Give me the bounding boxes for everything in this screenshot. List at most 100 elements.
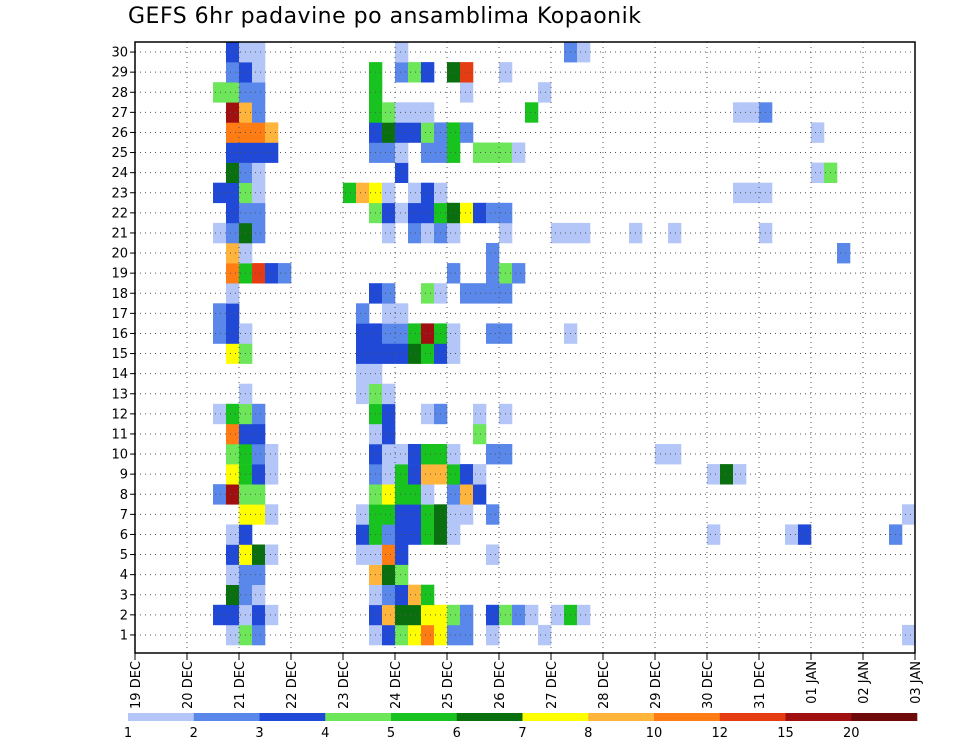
heatmap-cell — [421, 624, 435, 646]
colorbar-label: 5 — [387, 726, 395, 741]
heatmap-cell — [512, 263, 526, 284]
y-tick-label: 2 — [120, 608, 128, 623]
x-tick-label: 22 DEC — [285, 661, 300, 709]
heatmap-cell — [408, 504, 422, 525]
heatmap-cell — [395, 584, 409, 606]
heatmap-cell — [408, 122, 422, 143]
heatmap-cell — [252, 604, 266, 626]
heatmap-cell — [408, 524, 422, 545]
colorbar-segment — [588, 713, 655, 721]
heatmap-cell — [902, 504, 916, 525]
y-tick-label: 23 — [111, 186, 128, 201]
heatmap-cell — [460, 504, 474, 525]
colorbar-label: 3 — [255, 726, 263, 741]
heatmap-cell — [460, 283, 474, 304]
heatmap-cell — [551, 222, 565, 244]
heatmap-cell — [460, 122, 474, 143]
x-tick-label: 24 DEC — [389, 661, 404, 709]
heatmap-cell — [421, 524, 435, 545]
y-tick-label: 17 — [111, 307, 128, 322]
y-tick-label: 26 — [111, 126, 128, 141]
heatmap-cell — [512, 604, 526, 626]
heatmap-cell — [252, 403, 266, 425]
heatmap-cell — [382, 444, 396, 465]
heatmap-cell — [382, 383, 396, 405]
plot-frame — [134, 41, 916, 654]
heatmap-cell — [226, 444, 240, 465]
heatmap-cell — [226, 524, 240, 545]
heatmap-cell — [382, 464, 396, 485]
colorbar: 1 2 3 4 5 6 7 8 10 12 15 20 — [124, 713, 918, 741]
heatmap-cell — [252, 504, 266, 525]
heatmap-cell — [733, 182, 747, 204]
heatmap-cell — [486, 283, 500, 304]
heatmap-cell — [447, 524, 461, 545]
heatmap-cell — [226, 323, 240, 344]
colorbar-label: 15 — [777, 726, 794, 741]
heatmap-cell — [213, 182, 227, 204]
axes: 1234567891011121314151617181920212223242… — [111, 41, 924, 709]
heatmap-cell — [408, 323, 422, 344]
heatmap-cell — [447, 624, 461, 646]
heatmap-cell — [382, 182, 396, 204]
heatmap-cell — [486, 323, 500, 344]
x-tick-label: 01 JAN — [805, 661, 820, 704]
heatmap-cell — [408, 202, 422, 224]
heatmap-cell — [395, 343, 409, 364]
heatmap-cell — [512, 142, 526, 163]
heatmap-cell — [252, 222, 266, 244]
heatmap-cell — [382, 343, 396, 364]
heatmap-cell — [447, 62, 461, 83]
heatmap-cell — [226, 102, 240, 123]
heatmap-cell — [265, 464, 279, 485]
y-tick-label: 3 — [120, 588, 128, 603]
heatmap-cell — [447, 122, 461, 143]
heatmap-cell — [213, 403, 227, 425]
heatmap-cell — [538, 82, 552, 103]
heatmap-cell — [447, 343, 461, 364]
y-tick-label: 24 — [111, 166, 128, 181]
heatmap-cell — [538, 624, 552, 646]
heatmap-cell — [447, 222, 461, 244]
y-tick-label: 6 — [120, 528, 128, 543]
heatmap-cell — [460, 62, 474, 83]
heatmap-cell — [278, 263, 292, 284]
colorbar-segment — [325, 713, 392, 721]
heatmap-cell — [486, 624, 500, 646]
heatmap-cell — [486, 263, 500, 284]
heatmap-cell — [382, 544, 396, 565]
heatmap-cell — [473, 423, 487, 445]
y-tick-label: 7 — [120, 508, 128, 523]
heatmap-cell — [473, 283, 487, 304]
heatmap-cell — [252, 82, 266, 103]
heatmap-cell — [226, 464, 240, 485]
heatmap-cell — [382, 222, 396, 244]
heatmap-cell — [226, 122, 240, 143]
heatmap-cell — [252, 564, 266, 585]
y-tick-label: 9 — [120, 468, 128, 483]
heatmap-cell — [265, 142, 279, 163]
colorbar-segment — [128, 713, 195, 721]
colorbar-label: 20 — [843, 726, 860, 741]
y-tick-label: 29 — [111, 66, 128, 81]
heatmap-cell — [746, 102, 760, 123]
heatmap-cell — [226, 403, 240, 425]
heatmap-cell — [486, 142, 500, 163]
heatmap-cell — [382, 604, 396, 626]
y-tick-label: 15 — [111, 347, 128, 362]
heatmap-cell — [473, 464, 487, 485]
heatmap-cell — [447, 444, 461, 465]
heatmap-cell — [226, 343, 240, 364]
y-tick-label: 22 — [111, 206, 128, 221]
colorbar-label: 2 — [190, 726, 198, 741]
heatmap-cell — [265, 122, 279, 143]
heatmap-cells — [213, 42, 916, 646]
colorbar-segment — [259, 713, 326, 721]
heatmap-cell — [382, 484, 396, 505]
heatmap-cell — [707, 464, 721, 485]
heatmap-cell — [837, 243, 851, 264]
heatmap-cell — [486, 243, 500, 264]
heatmap-cell — [226, 303, 240, 324]
y-tick-label: 5 — [120, 548, 128, 563]
